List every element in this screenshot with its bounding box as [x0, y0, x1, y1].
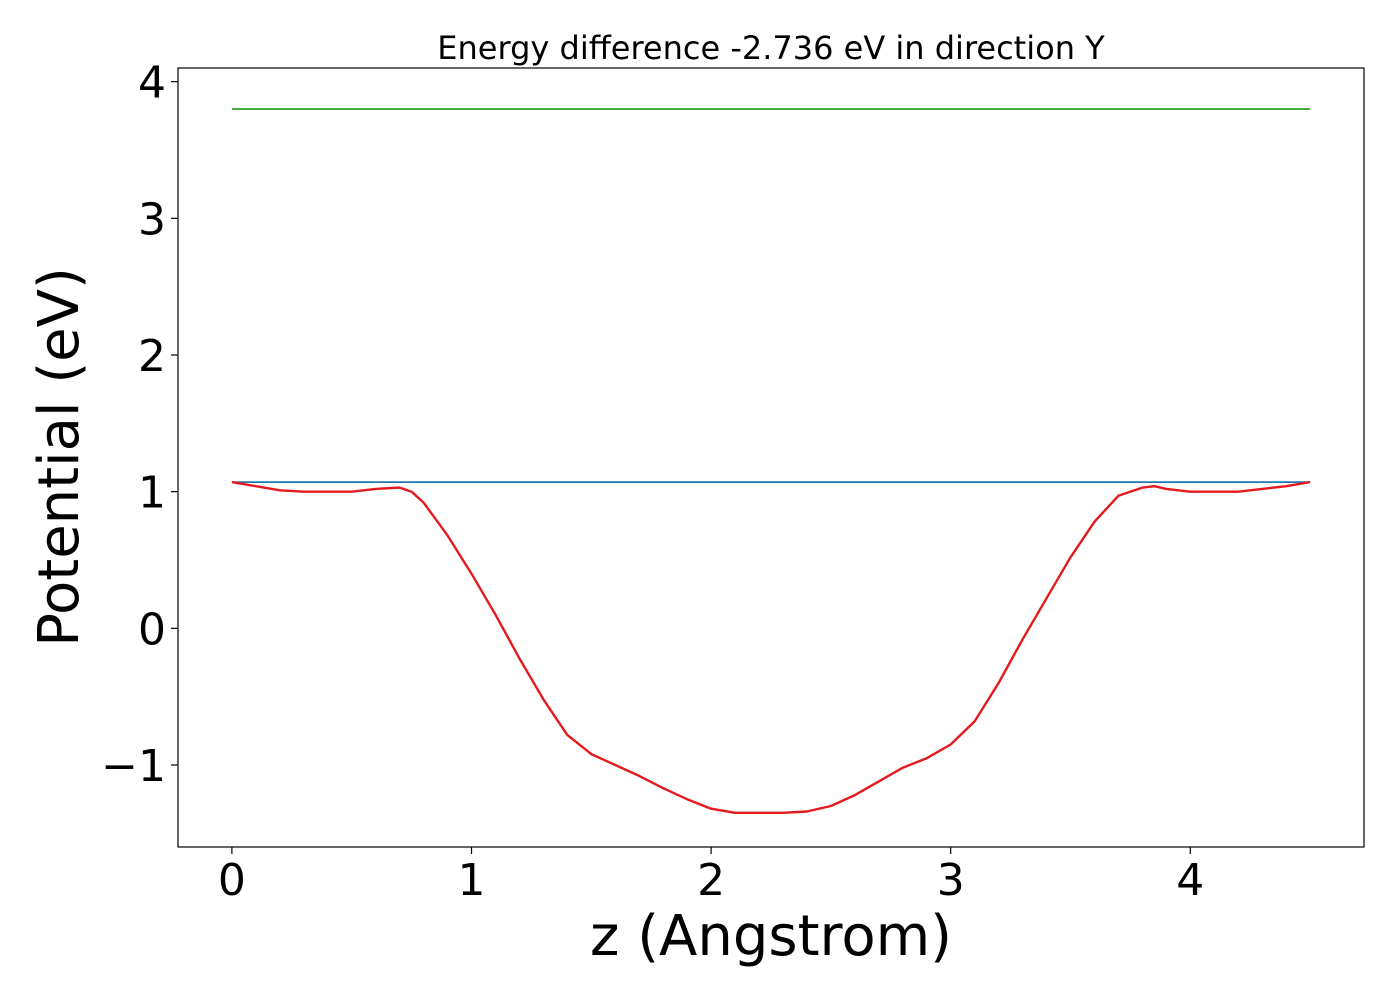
x-tick-label: 4	[1176, 855, 1204, 906]
y-tick-label: 3	[138, 194, 166, 245]
y-tick-label: 2	[138, 331, 166, 382]
y-axis-label: Potential (eV)	[27, 267, 92, 647]
x-tick-label: 3	[937, 855, 965, 906]
x-tick-label: 1	[458, 855, 486, 906]
y-tick-label: 4	[138, 58, 166, 109]
y-tick-label: 0	[138, 604, 166, 655]
series-line-red	[231, 480, 1311, 814]
x-axis: 0 1 2 3 4	[218, 847, 1204, 906]
chart-title: Energy difference -2.736 eV in direction…	[437, 29, 1105, 67]
y-tick-label: −1	[101, 741, 166, 792]
y-axis: −1 0 1 2 3 4	[101, 58, 178, 792]
x-tick-label: 2	[697, 855, 725, 906]
y-tick-label: 1	[138, 468, 166, 519]
plot-area	[231, 108, 1311, 814]
x-axis-label: z (Angstrom)	[590, 904, 952, 969]
x-tick-label: 0	[218, 855, 246, 906]
axes-frame	[177, 67, 1365, 848]
